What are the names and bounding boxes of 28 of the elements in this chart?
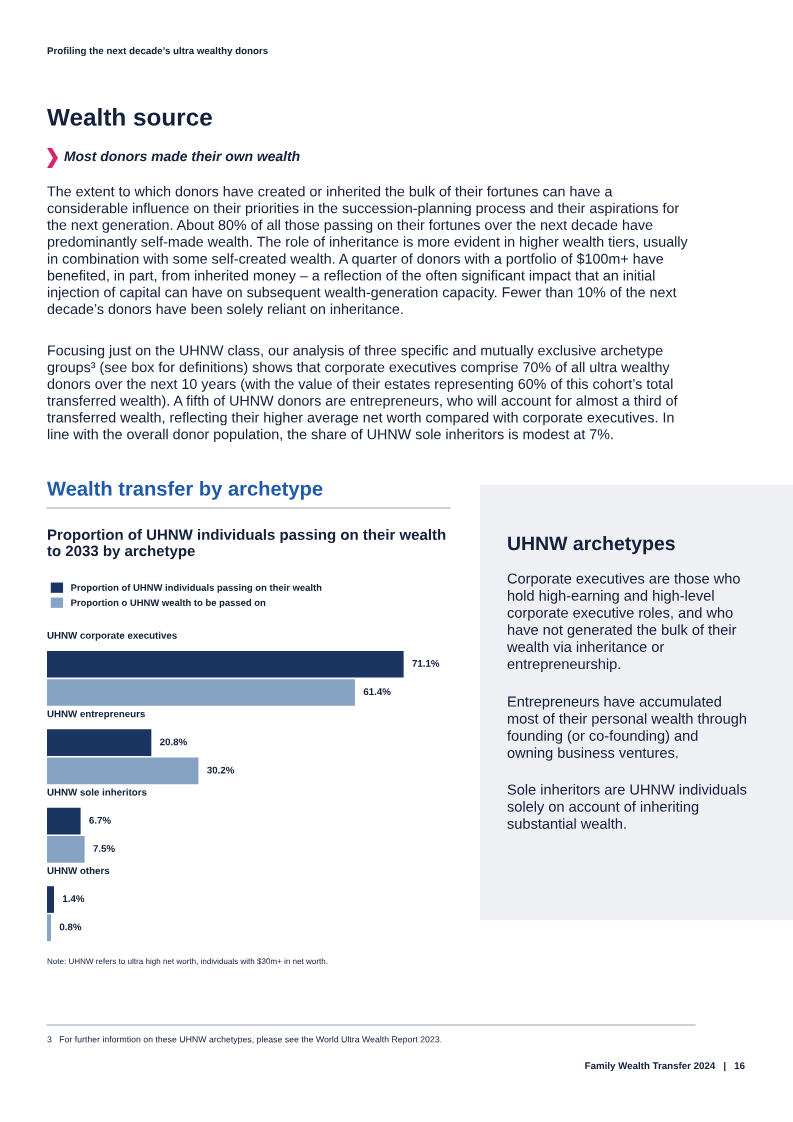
data-label: 71.1% bbox=[412, 660, 440, 667]
text: Entrepreneurs have accumulated most of their personal wealth through founding (or co-founding) and owning business ventures. bbox=[507, 696, 746, 761]
text: Most donors made their own wealth bbox=[64, 151, 300, 162]
data-label: 61.4% bbox=[363, 688, 391, 696]
text: Family Wealth Transfer 2024 | 16 bbox=[585, 1062, 745, 1072]
data-label: 30.2% bbox=[207, 766, 235, 774]
data-label: 1.4% bbox=[62, 895, 85, 903]
data-label: 0.8% bbox=[59, 923, 82, 931]
text: The extent to which donors have created or inherited the bulk of their fortunes can have a considerable influence on their priorities in the succession-planning process and their aspirations for the next generation. About 80% of all those passing on their fortunes over the next decade have predominantly self-made wealth. The role of inheritance is more evident in higher wealth tiers, usually in combination with some self-created wealth. A quarter of donors with a portfolio of $100m+ have benefited, in part, from inherited money – a reflection of the often significant impact that an initial injection of capital can have on subsequent wealth-generation capacity. Fewer than 10% of the next decade’s donors have been solely reliant on inheritance. bbox=[47, 186, 688, 317]
text: Corporate executives are those who hold high-earning and high-level corporate executive roles, and who have not generated the bulk of their wealth via inheritance or entrepreneurship. bbox=[506, 573, 740, 672]
chart-subtitle: Proportion of UHNW individuals passing on their wealth to 2033 by archetype bbox=[47, 529, 446, 560]
data-label: 6.7% bbox=[89, 816, 111, 824]
y-tick-label: UHNW corporate executives bbox=[47, 631, 177, 641]
text: 3 For further informtion on these UHNW archetypes, please see the World Ultra Wealth Report 2023. bbox=[47, 1036, 442, 1045]
text: UHNW archetypes bbox=[508, 536, 675, 555]
y-tick-label: UHNW entrepreneurs bbox=[47, 710, 145, 720]
y-tick-label: UHNW sole inheritors bbox=[47, 788, 147, 796]
text: Focusing just on the UHNW class, our analysis of three specific and mutually exclusive archetype groups³ (see box for definitions) shows that corporate executives comprise 70% of all ultra wealthy donors over the next 10 years (with the value of their estates representing 60% of this cohort’s total transferred wealth). A fifth of UHNW donors are entrepreneurs, who will account for almost a third of transferred wealth, reflecting their higher average net worth compared with corporate executives. In line with the overall donor population, the share of UHNW sole inheritors is modest at 7%. bbox=[47, 345, 678, 443]
data-label: 7.5% bbox=[93, 845, 115, 852]
text: Profiling the next decade’s ultra wealthy donors bbox=[47, 47, 268, 57]
data-label: 20.8% bbox=[160, 738, 187, 746]
y-tick-label: UHNW others bbox=[47, 866, 110, 875]
text: Wealth source bbox=[47, 108, 212, 126]
legend-label: Proportion o UHNW wealth to be passed on bbox=[71, 599, 266, 608]
legend-label: Proportion of UHNW individuals passing on their wealth bbox=[71, 584, 322, 593]
text: Note: UHNW refers to ultra high net worth, individuals with $30m+ in net worth. bbox=[47, 958, 328, 966]
text: Sole inheritors are UHNW individuals solely on account of inheriting substantial wealth. bbox=[507, 784, 747, 829]
chart-title: Wealth transfer by archetype bbox=[47, 481, 323, 500]
